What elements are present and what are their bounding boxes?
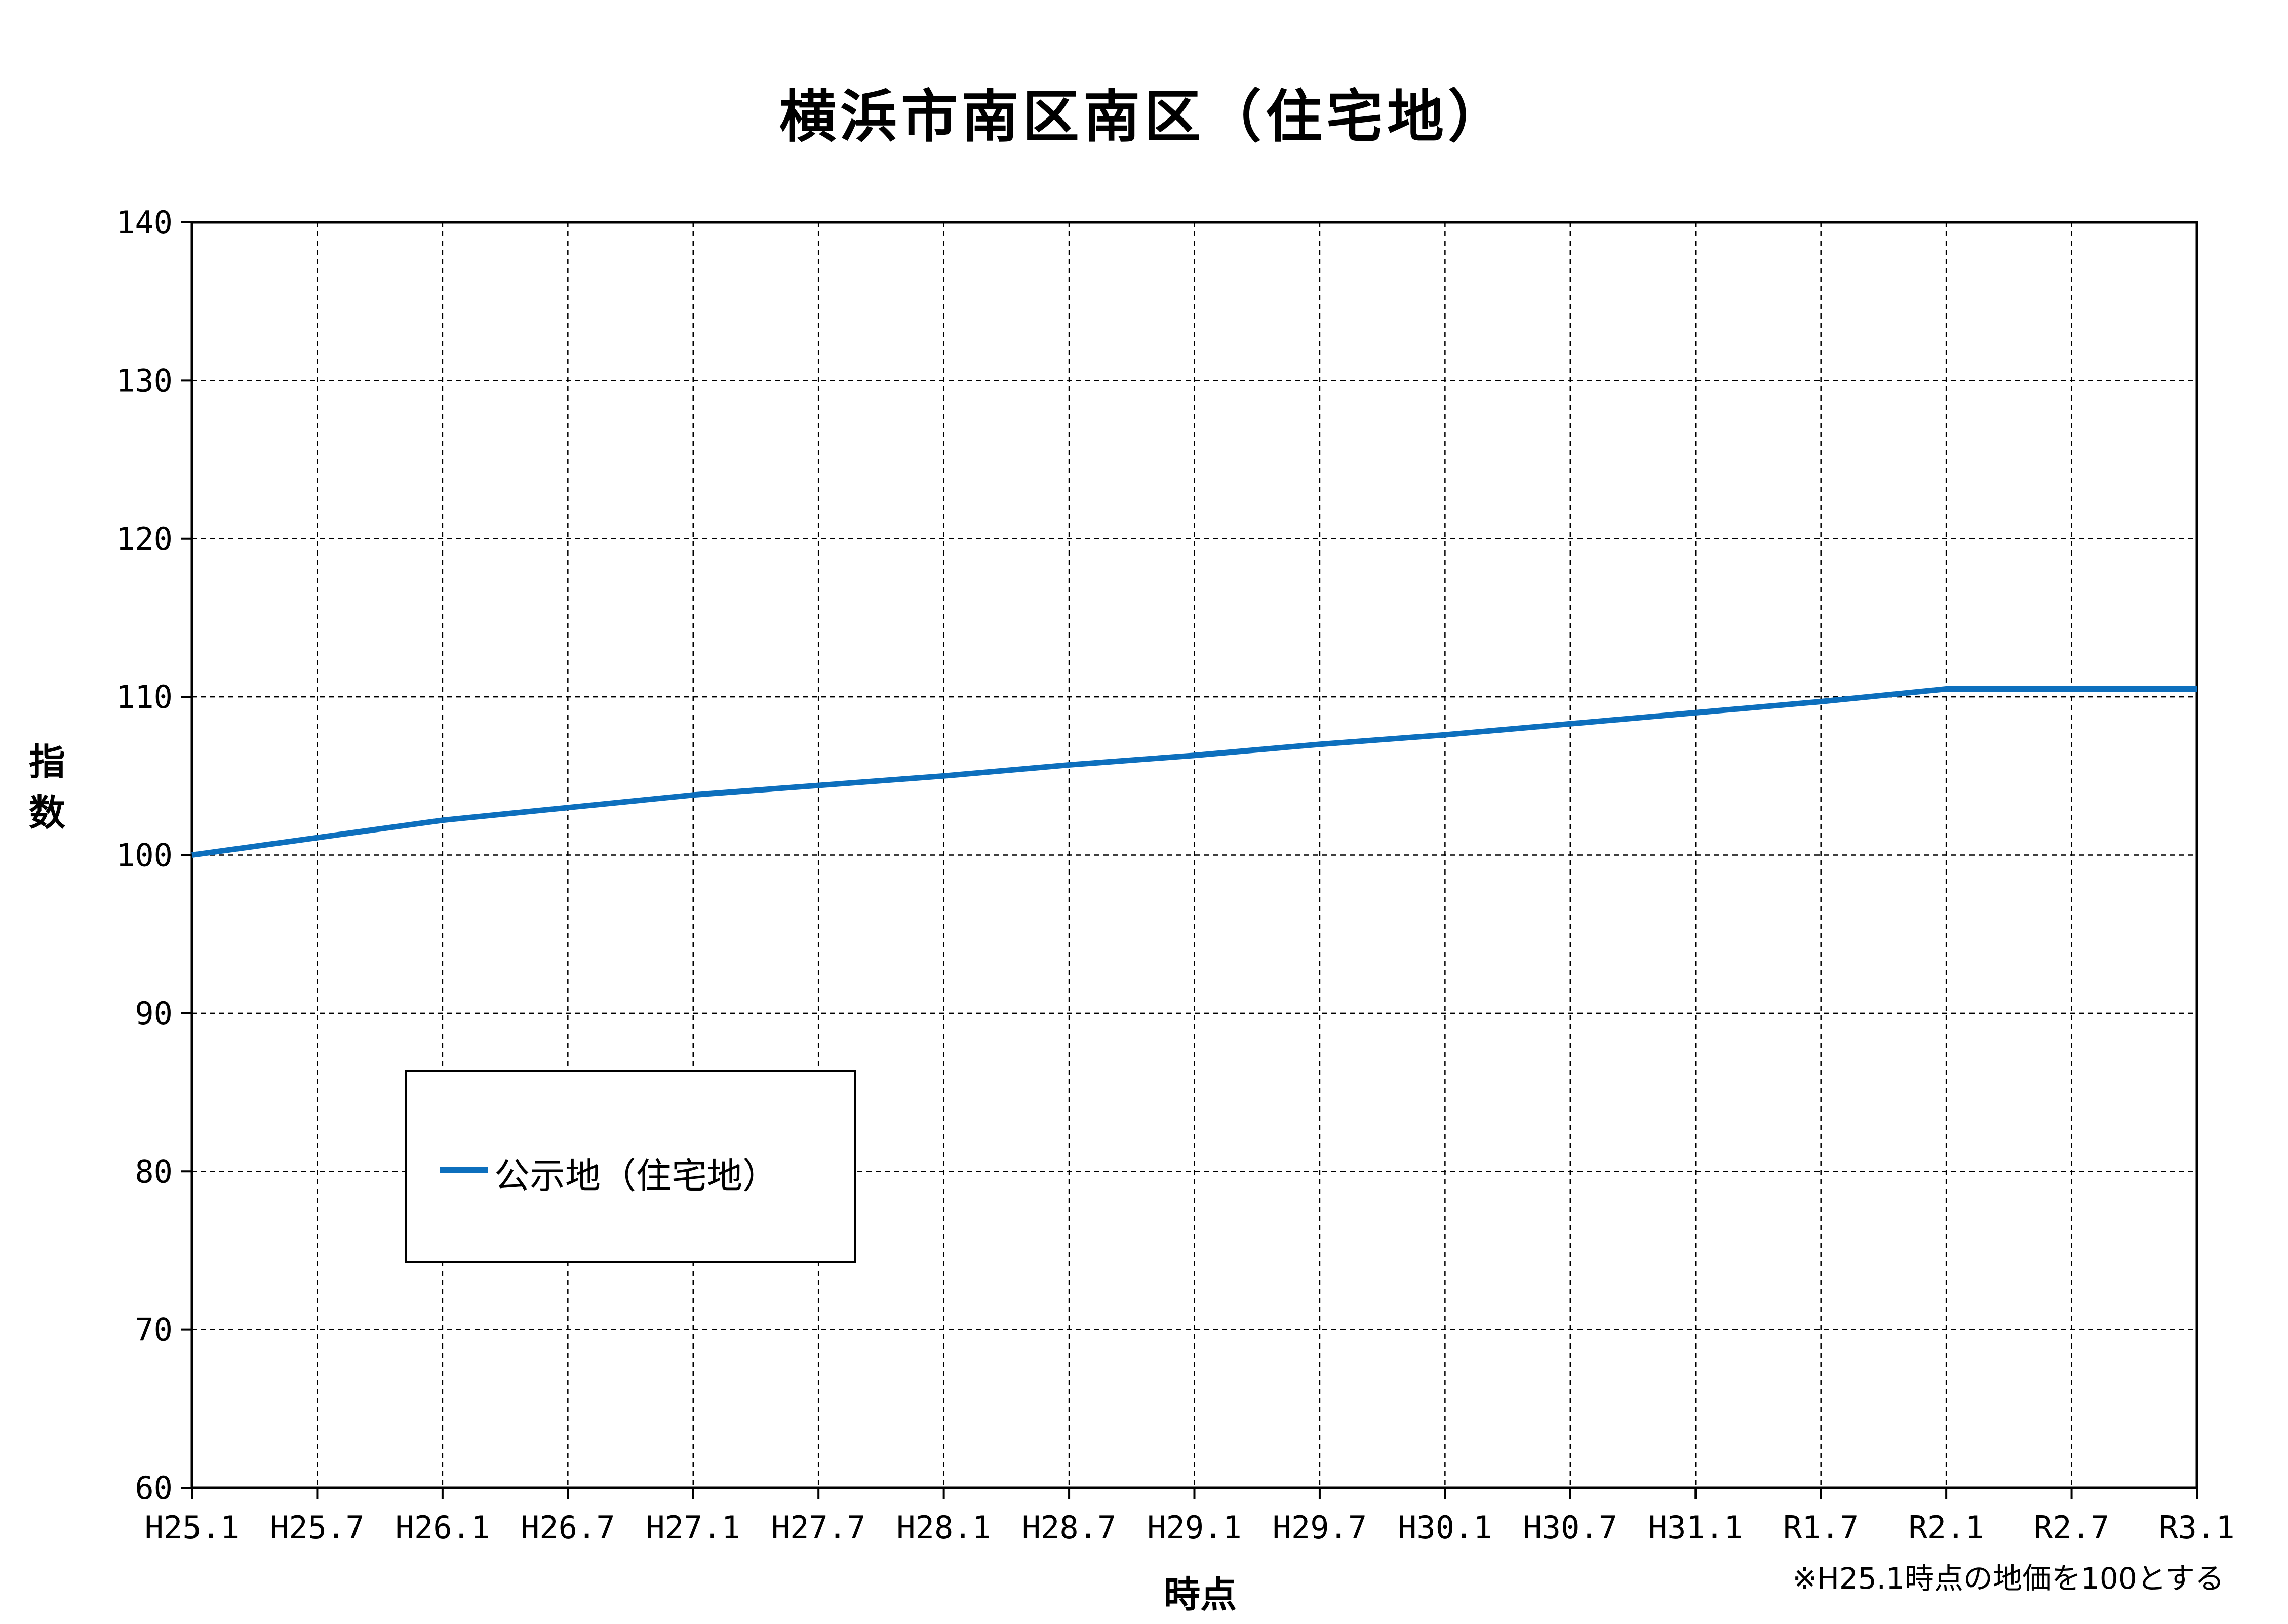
- x-tick-label: H26.1: [396, 1509, 490, 1546]
- y-tick-label: 100: [116, 837, 173, 874]
- y-tick-label: 80: [135, 1153, 173, 1190]
- y-axis-tick-labels: 60 70 80 90 100 110 120 130 140: [116, 204, 173, 1507]
- x-tick-label: H25.7: [270, 1509, 365, 1546]
- y-tick-label: 130: [116, 362, 173, 399]
- x-axis-label: 時点: [1163, 1573, 1237, 1616]
- x-tick-label: H28.1: [896, 1509, 991, 1546]
- x-tick-label: H27.7: [771, 1509, 866, 1546]
- tick-marks: [181, 221, 2198, 1499]
- series-lines: [191, 686, 2197, 858]
- y-axis-label-char-2: 数: [28, 791, 65, 834]
- legend-label: 公示地（住宅地）: [494, 1155, 778, 1197]
- x-tick-label: R1.7: [1783, 1509, 1859, 1546]
- legend-swatch-line: [440, 1167, 488, 1173]
- x-axis-tick-labels: H25.1 H25.7 H26.1 H26.7 H27.1 H27.7 H28.1 H28.7…: [145, 1509, 2235, 1546]
- legend: 公示地（住宅地）: [405, 1070, 856, 1263]
- x-tick-label: H30.1: [1398, 1509, 1492, 1546]
- x-tick-label: H31.1: [1648, 1509, 1743, 1546]
- x-tick-label: R2.7: [2034, 1509, 2109, 1546]
- x-tick-label: H25.1: [145, 1509, 240, 1546]
- chart-note: ※H25.1時点の地価を100とする: [1792, 1561, 2224, 1596]
- x-tick-label: H27.1: [646, 1509, 740, 1546]
- chart-title: 横浜市南区南区（住宅地）: [779, 84, 1509, 150]
- x-tick-label: H29.7: [1273, 1509, 1367, 1546]
- y-tick-label: 90: [135, 995, 173, 1032]
- x-tick-label: H29.1: [1147, 1509, 1242, 1546]
- y-tick-label: 140: [116, 204, 173, 241]
- y-axis-label-char-1: 指: [28, 741, 65, 783]
- x-tick-label: R2.1: [1908, 1509, 1984, 1546]
- y-tick-label: 110: [116, 679, 173, 716]
- x-tick-label: H30.7: [1523, 1509, 1618, 1546]
- x-tick-label: H26.7: [521, 1509, 615, 1546]
- y-tick-label: 60: [135, 1470, 173, 1507]
- y-tick-label: 70: [135, 1312, 173, 1349]
- x-tick-label: H28.7: [1022, 1509, 1117, 1546]
- x-tick-label: R3.1: [2159, 1509, 2234, 1546]
- y-tick-label: 120: [116, 521, 173, 558]
- grid-lines: [192, 222, 2197, 1488]
- y-axis-label: 指 数: [24, 737, 70, 838]
